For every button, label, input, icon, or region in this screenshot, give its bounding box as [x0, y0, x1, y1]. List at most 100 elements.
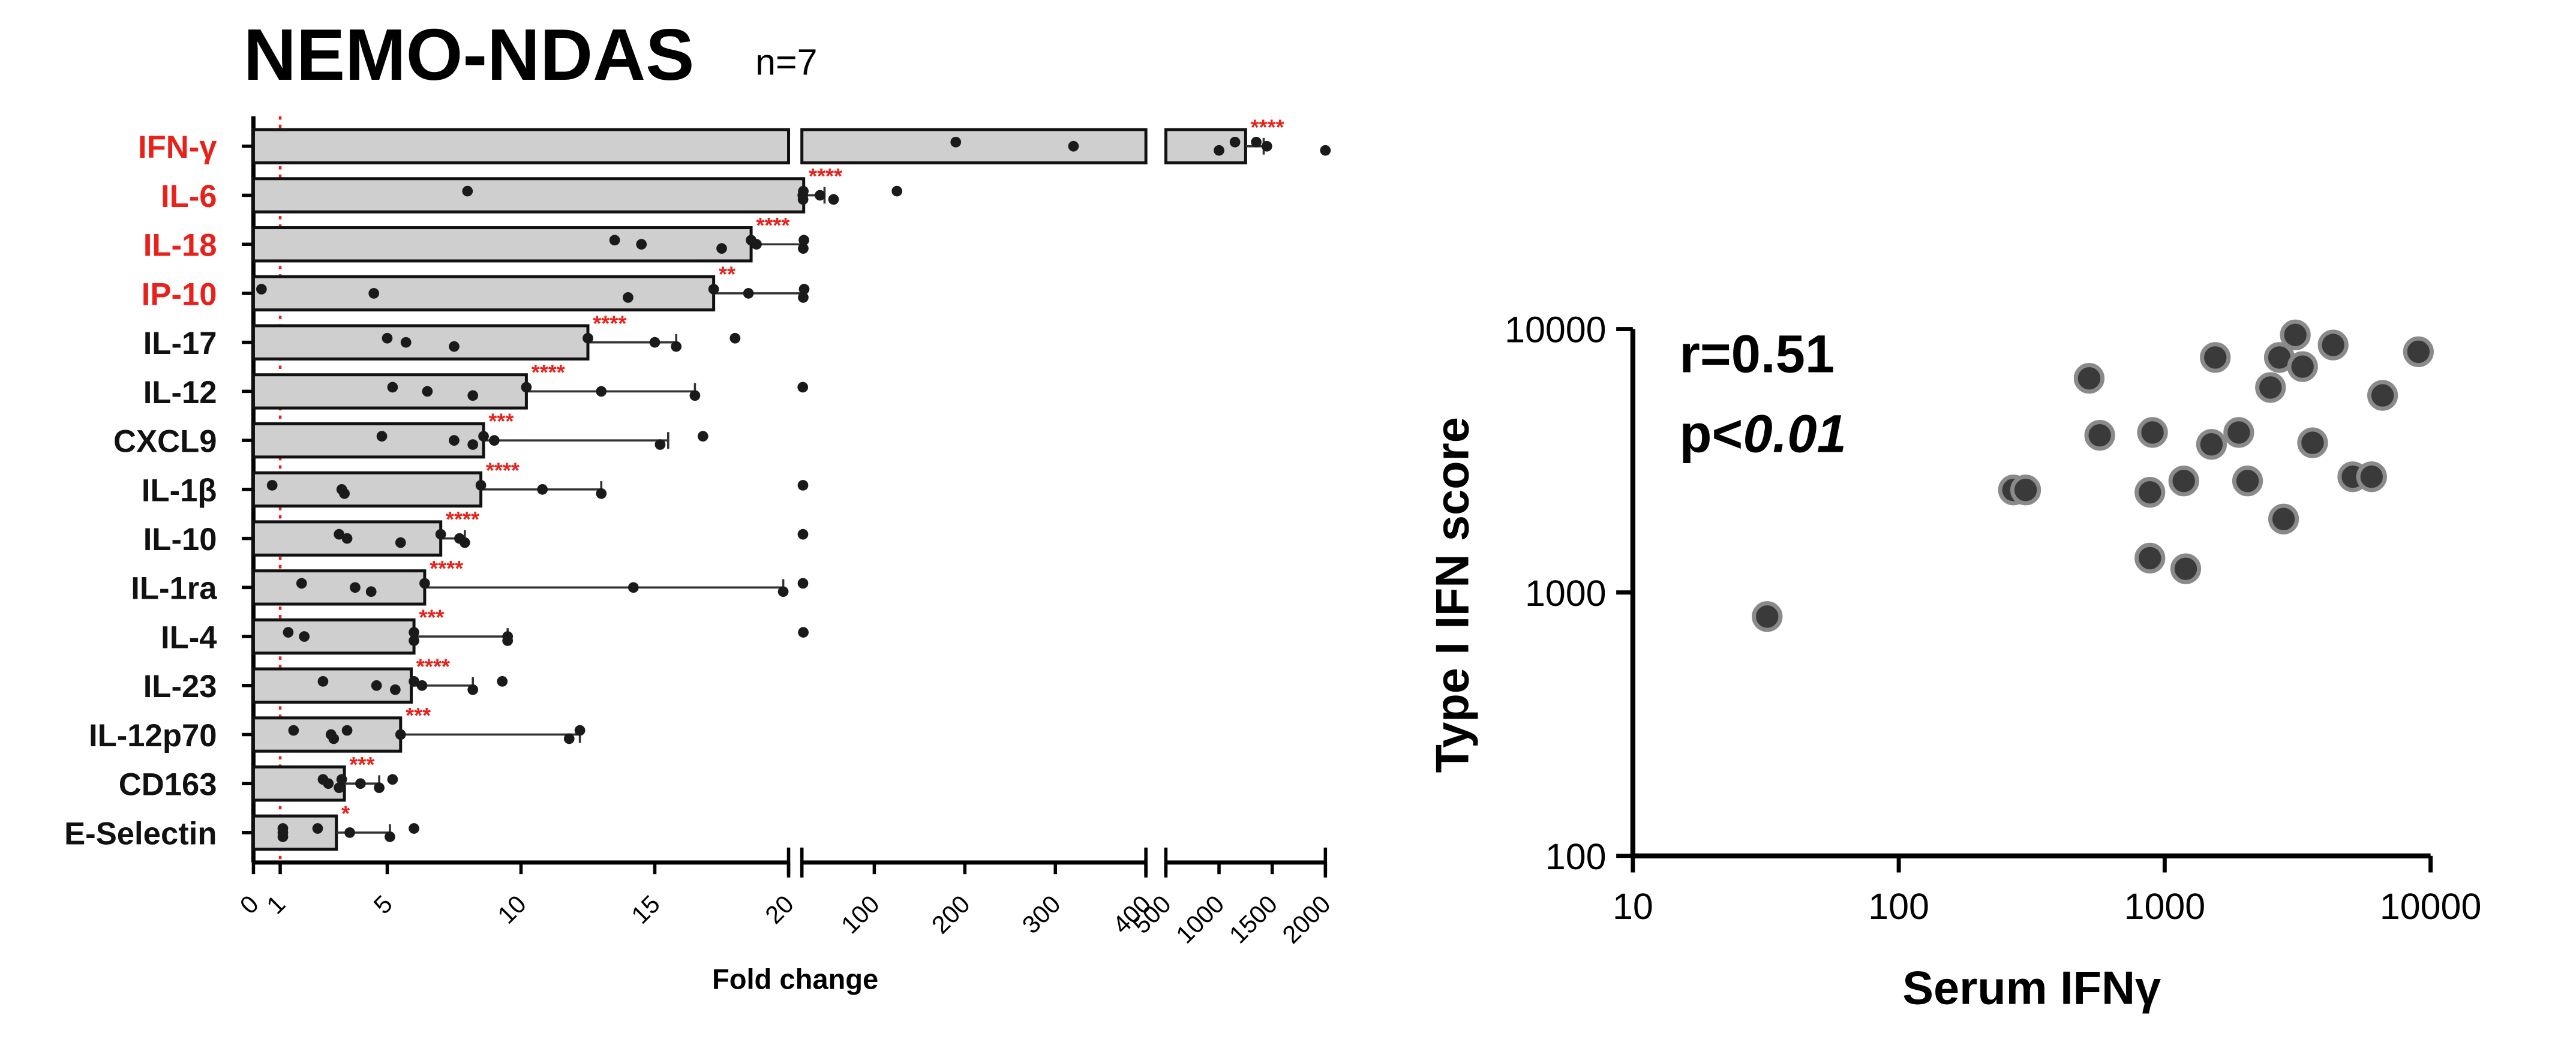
data-point	[628, 582, 639, 593]
data-point	[743, 288, 754, 299]
data-point	[409, 823, 419, 834]
scatter-x-tick-label: 10	[1613, 886, 1653, 927]
significance-stars: **	[719, 262, 735, 287]
bar-x-tick-label: 300	[1016, 890, 1065, 939]
scatter-point	[2168, 466, 2199, 497]
data-point	[475, 480, 487, 491]
scatter-x-tick-label: 10000	[2380, 886, 2481, 927]
data-point	[636, 239, 647, 250]
data-point	[341, 533, 353, 544]
p-prefix: p<	[1679, 404, 1743, 464]
bar-x-tick-label: 15	[626, 890, 665, 929]
bar-value-bar	[800, 128, 1148, 164]
bar-value-bar	[251, 226, 753, 263]
bar-value-bar	[251, 177, 806, 214]
data-point	[416, 680, 428, 691]
data-point	[422, 386, 433, 397]
data-point	[1320, 145, 1331, 156]
bar-category-label: IL-10	[143, 522, 217, 557]
data-point	[798, 284, 810, 295]
scatter-y-axis-label: Type I IFN score	[1427, 417, 1479, 773]
significance-stars: ***	[406, 703, 431, 728]
scatter-point	[2317, 329, 2349, 361]
data-point	[716, 243, 727, 254]
data-point	[537, 484, 548, 495]
data-point	[729, 332, 741, 344]
data-point	[299, 631, 310, 642]
data-point	[689, 390, 701, 401]
bar-category-label: IL-12p70	[89, 718, 217, 753]
data-point	[462, 185, 473, 197]
significance-stars: ****	[416, 654, 450, 678]
data-point	[814, 190, 825, 201]
data-point	[435, 528, 446, 540]
bar-x-axis-label: Fold change	[712, 963, 878, 995]
scatter-point	[2196, 429, 2227, 460]
significance-stars: ***	[419, 605, 444, 630]
data-point	[797, 480, 809, 491]
bar-value-bar	[251, 324, 590, 361]
scatter-point	[2287, 351, 2318, 382]
data-point	[751, 239, 762, 250]
scatter-chart: r=0.51 p<0.01 Type I IFN score Serum IFN…	[1427, 310, 2482, 1014]
data-point	[797, 528, 809, 540]
significance-stars: ***	[488, 409, 514, 434]
bar-chart: 01 5 10 15 20 100 200 300 400500100015002000Fold…	[64, 115, 1336, 995]
data-point	[563, 733, 575, 744]
scatter-point	[2010, 475, 2041, 506]
data-point	[623, 292, 634, 303]
scatter-point	[2134, 477, 2166, 508]
bar-category-label: IL-23	[143, 669, 217, 704]
bar-x-tick-label: 20	[759, 890, 799, 929]
data-point	[1068, 140, 1079, 152]
scatter-point	[2073, 363, 2105, 394]
data-point	[596, 488, 607, 499]
significance-stars: ****	[430, 556, 463, 581]
data-point	[374, 782, 385, 794]
bar-category-label: CXCL9	[113, 424, 217, 460]
data-point	[777, 586, 789, 597]
data-point	[419, 578, 430, 589]
data-point	[797, 194, 809, 205]
scatter-x-tick-label: 1000	[2124, 886, 2206, 927]
bar-x-tick-label: 0	[234, 890, 264, 920]
data-point	[449, 435, 460, 446]
bar-value-bar	[251, 275, 716, 312]
data-point	[950, 136, 962, 148]
data-point	[502, 635, 514, 646]
data-point	[489, 435, 500, 446]
data-point	[409, 675, 419, 687]
data-point	[312, 823, 323, 834]
data-point	[697, 431, 708, 442]
data-point	[798, 235, 809, 246]
data-point	[323, 778, 334, 789]
data-point	[385, 831, 395, 842]
data-point	[708, 284, 719, 295]
correlation-r-annotation: r=0.51	[1679, 325, 1835, 384]
bar-x-tick-label: 2000	[1277, 890, 1336, 949]
p-value: 0.01	[1743, 404, 1847, 464]
bar-category-label: IP-10	[142, 277, 217, 312]
data-point	[797, 578, 809, 589]
bar-x-tick-label: 1000	[1170, 890, 1230, 949]
bar-category-label: IL-17	[143, 326, 217, 361]
scatter-x-tick-label: 100	[1868, 886, 1929, 927]
data-point	[334, 782, 345, 794]
scatter-point	[2084, 420, 2115, 451]
data-point	[336, 774, 347, 785]
data-point	[671, 341, 682, 352]
bar-category-label: IL-18	[143, 228, 217, 263]
data-point	[596, 386, 607, 397]
data-point	[798, 292, 809, 303]
scatter-point	[2280, 319, 2311, 350]
data-point	[371, 680, 382, 691]
scatter-point	[2170, 553, 2202, 584]
bar-value-bar	[251, 128, 791, 164]
significance-stars: ****	[756, 213, 789, 238]
data-point	[459, 537, 470, 548]
sample-size-label: n=7	[755, 42, 817, 83]
scatter-point	[1752, 601, 1783, 632]
data-point	[497, 675, 508, 687]
data-point	[288, 725, 299, 736]
